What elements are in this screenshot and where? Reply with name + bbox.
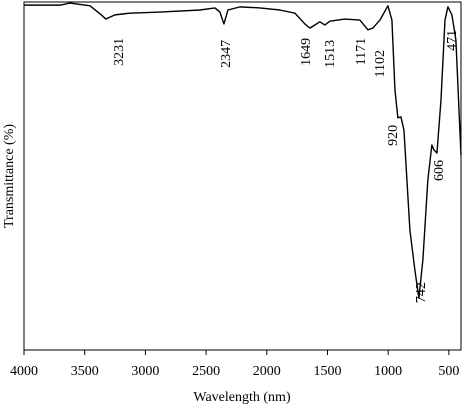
x-tick-label: 1500 (313, 364, 341, 379)
peak-label: 606 (432, 160, 447, 181)
x-tick-label: 4000 (10, 364, 38, 379)
x-tick-label: 500 (438, 364, 459, 379)
peak-label: 2347 (219, 40, 234, 68)
x-tick-label: 3500 (71, 364, 99, 379)
peak-label: 1513 (323, 40, 338, 68)
x-tick-label: 2500 (192, 364, 220, 379)
peak-label: 1102 (373, 50, 388, 77)
y-axis-label: Transmittance (%) (2, 124, 17, 228)
x-tick-label: 1000 (374, 364, 402, 379)
peak-label: 3231 (112, 38, 127, 66)
x-axis-label: Wavelength (nm) (193, 390, 291, 405)
peak-label: 471 (445, 30, 460, 51)
peak-label: 742 (414, 282, 429, 303)
spectrum-line (24, 2, 462, 299)
x-tick-label: 2000 (253, 364, 281, 379)
peak-label: 920 (386, 125, 401, 146)
plot-frame (23, 1, 462, 351)
peak-label: 1171 (354, 38, 369, 65)
x-tick-label: 3000 (131, 364, 159, 379)
peak-label: 1649 (299, 38, 314, 66)
